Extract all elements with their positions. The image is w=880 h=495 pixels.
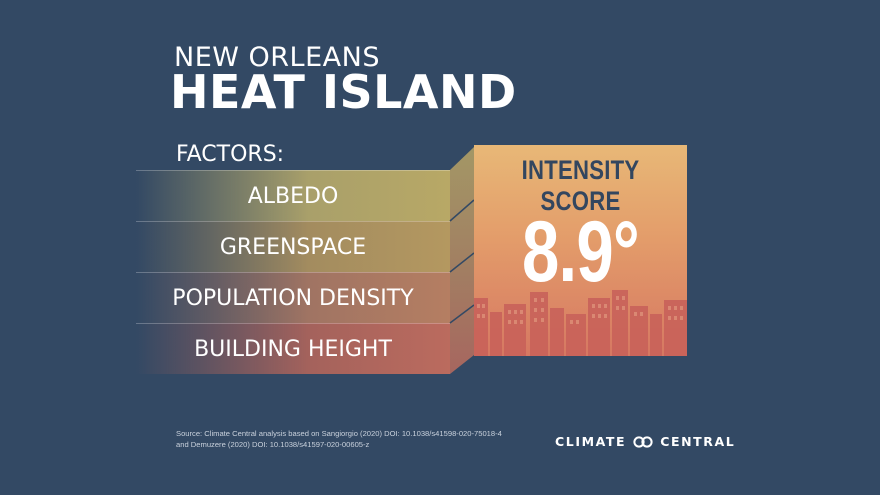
city-skyline-icon: [474, 290, 687, 356]
intensity-score-value: 8.9°: [522, 204, 640, 300]
factors-label: FACTORS:: [176, 142, 285, 167]
page-subtitle: NEW ORLEANS: [174, 42, 380, 73]
factor-albedo: ALBEDO: [136, 170, 450, 221]
factor-building-height: BUILDING HEIGHT: [136, 323, 450, 374]
source-line-2: and Demuzere (2020) DOI: 10.1038/s41597-…: [176, 440, 370, 449]
factor-greenspace: GREENSPACE: [136, 221, 450, 272]
intensity-score-card: INTENSITY SCORE 8.9°: [474, 145, 687, 356]
factor-population-density: POPULATION DENSITY: [136, 272, 450, 323]
page-title: HEAT ISLAND: [170, 65, 517, 119]
brand-left-text: CLIMATE: [555, 434, 627, 449]
factor-connector: [449, 147, 475, 374]
climate-central-logo: CLIMATE CENTRAL: [555, 434, 735, 449]
source-citation: Source: Climate Central analysis based o…: [176, 428, 502, 450]
intensity-score-title: INTENSITY SCORE: [521, 155, 640, 216]
source-line-1: Source: Climate Central analysis based o…: [176, 429, 502, 438]
brand-right-text: CENTRAL: [660, 434, 736, 449]
linked-rings-icon: [633, 435, 653, 448]
